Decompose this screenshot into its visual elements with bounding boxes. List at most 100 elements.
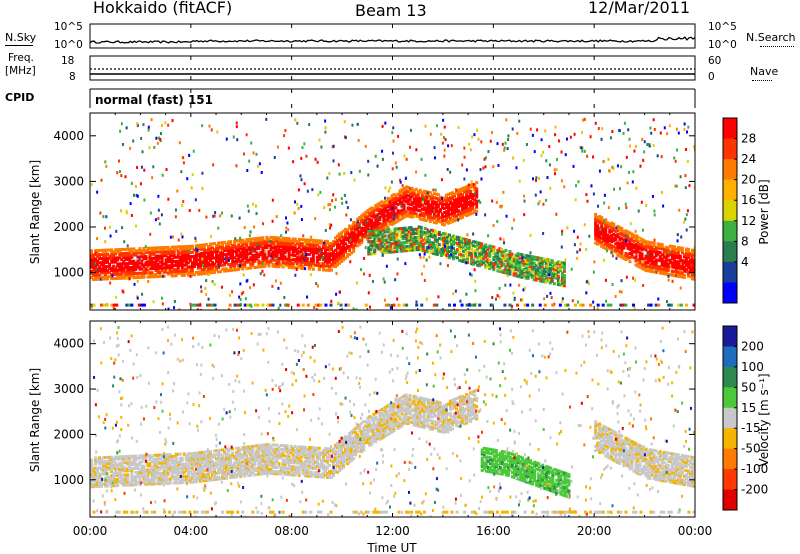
heatmap-cell bbox=[146, 454, 150, 458]
heatmap-cell bbox=[208, 256, 212, 260]
heatmap-cell bbox=[536, 272, 540, 276]
heatmap-cell bbox=[152, 250, 156, 254]
heatmap-cell bbox=[164, 260, 168, 264]
heatmap-cell bbox=[490, 249, 494, 253]
heatmap-cell bbox=[634, 251, 638, 255]
heatmap-cell bbox=[506, 259, 510, 263]
heatmap-cell bbox=[355, 308, 358, 310]
heatmap-cell bbox=[492, 224, 495, 228]
heatmap-cell bbox=[516, 258, 520, 262]
heatmap-cell bbox=[318, 138, 321, 142]
heatmap-cell bbox=[386, 202, 390, 206]
heatmap-cell bbox=[160, 254, 164, 258]
heatmap-cell bbox=[596, 240, 600, 244]
heatmap-cell bbox=[614, 246, 618, 250]
heatmap-cell bbox=[434, 204, 438, 208]
heatmap-cell bbox=[455, 210, 459, 214]
heatmap-cell bbox=[650, 263, 654, 267]
heatmap-cell bbox=[540, 138, 543, 142]
heatmap-cell bbox=[518, 263, 522, 267]
heatmap-cell bbox=[587, 282, 590, 286]
heatmap-cell bbox=[463, 202, 467, 206]
heatmap-cell bbox=[391, 233, 395, 237]
heatmap-cell bbox=[340, 251, 344, 255]
heatmap-cell bbox=[385, 242, 389, 246]
heatmap-cell bbox=[126, 477, 130, 481]
heatmap-cell bbox=[388, 220, 392, 224]
heatmap-cell bbox=[156, 254, 160, 258]
heatmap-cell bbox=[401, 235, 405, 239]
heatmap-cell bbox=[458, 258, 462, 262]
heatmap-cell bbox=[524, 258, 528, 262]
heatmap-cell bbox=[352, 227, 356, 231]
heatmap-cell bbox=[126, 475, 130, 479]
heatmap-cell bbox=[693, 245, 695, 249]
heatmap-cell bbox=[496, 263, 500, 267]
heatmap-cell bbox=[261, 252, 265, 256]
heatmap-cell bbox=[666, 246, 670, 250]
heatmap-cell bbox=[334, 236, 338, 240]
heatmap-cell bbox=[171, 235, 174, 239]
heatmap-cell bbox=[382, 205, 386, 209]
heatmap-cell bbox=[686, 247, 690, 251]
heatmap-cell bbox=[462, 237, 466, 241]
heatmap-cell bbox=[277, 246, 281, 250]
heatmap-cell bbox=[160, 250, 164, 254]
heatmap-cell bbox=[289, 245, 293, 249]
heatmap-cell bbox=[368, 222, 372, 226]
heatmap-cell bbox=[420, 157, 423, 161]
heatmap-cell bbox=[391, 248, 395, 252]
heatmap-cell bbox=[225, 267, 229, 271]
heatmap-cell bbox=[336, 255, 340, 259]
heatmap-cell bbox=[638, 259, 642, 263]
heatmap-cell bbox=[534, 258, 538, 262]
heatmap-cell bbox=[144, 474, 148, 478]
heatmap-cell bbox=[403, 249, 407, 253]
heatmap-cell bbox=[396, 219, 400, 223]
heatmap-cell bbox=[688, 274, 692, 278]
heatmap-cell bbox=[414, 214, 418, 218]
heatmap-cell bbox=[206, 244, 210, 248]
heatmap-cell bbox=[100, 178, 103, 182]
heatmap-cell bbox=[293, 266, 297, 270]
heatmap-cell bbox=[445, 243, 449, 247]
heatmap-cell bbox=[281, 253, 285, 257]
heatmap-cell bbox=[497, 163, 500, 167]
heatmap-cell bbox=[122, 247, 126, 251]
heatmap-cell bbox=[327, 242, 331, 246]
heatmap-cell bbox=[261, 269, 264, 273]
heatmap-cell bbox=[302, 252, 305, 256]
heatmap-cell bbox=[249, 250, 253, 254]
heatmap-cell bbox=[323, 260, 327, 264]
heatmap-cell bbox=[102, 456, 106, 460]
heatmap-cell bbox=[416, 214, 420, 218]
heatmap-cell bbox=[421, 247, 425, 251]
heatmap-cell bbox=[134, 477, 138, 481]
heatmap-cell bbox=[344, 231, 348, 235]
heatmap-cell bbox=[233, 260, 237, 264]
heatmap-cell bbox=[514, 257, 518, 261]
heatmap-cell bbox=[390, 200, 394, 204]
heatmap-cell bbox=[680, 275, 684, 279]
heatmap-cell bbox=[168, 254, 172, 258]
heatmap-cell bbox=[427, 234, 431, 238]
heatmap-cell bbox=[452, 217, 455, 221]
heatmap-cell bbox=[407, 244, 411, 248]
heatmap-cell bbox=[417, 231, 421, 235]
heatmap-cell bbox=[598, 221, 602, 225]
heatmap-cell bbox=[342, 246, 346, 250]
heatmap-cell bbox=[414, 204, 418, 208]
heatmap-cell bbox=[656, 244, 660, 248]
heatmap-cell bbox=[406, 200, 410, 204]
heatmap-cell bbox=[156, 141, 159, 145]
heatmap-cell bbox=[680, 261, 684, 265]
heatmap-cell bbox=[271, 254, 275, 258]
heatmap-cell bbox=[436, 203, 440, 207]
heatmap-cell bbox=[98, 476, 102, 480]
heatmap-cell bbox=[281, 244, 285, 248]
heatmap-cell bbox=[120, 465, 124, 469]
heatmap-cell bbox=[241, 257, 245, 261]
heatmap-cell bbox=[94, 485, 98, 489]
heatmap-cell bbox=[461, 213, 465, 217]
heatmap-cell bbox=[474, 248, 478, 252]
